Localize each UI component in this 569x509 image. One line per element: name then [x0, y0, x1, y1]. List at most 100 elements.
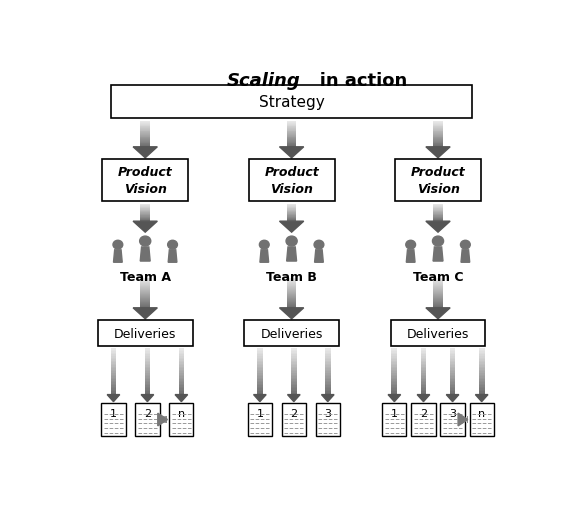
Bar	[391, 352, 397, 353]
Bar	[287, 303, 296, 304]
Bar	[382, 403, 406, 436]
Bar	[287, 126, 296, 127]
Bar	[287, 134, 296, 135]
Bar	[420, 378, 426, 379]
Bar	[141, 281, 150, 282]
Bar	[391, 364, 397, 365]
Bar	[287, 122, 296, 123]
Bar	[479, 390, 485, 392]
Bar	[420, 372, 426, 373]
Bar	[248, 403, 272, 436]
Bar	[135, 403, 159, 436]
Bar	[257, 387, 263, 389]
Bar	[391, 373, 397, 375]
Bar	[179, 392, 184, 393]
Bar	[433, 138, 443, 139]
Bar	[179, 370, 184, 372]
Bar	[420, 353, 426, 355]
Bar	[291, 349, 296, 350]
Bar	[450, 375, 455, 376]
Bar	[433, 281, 443, 282]
Bar	[179, 372, 184, 373]
Bar	[110, 376, 116, 378]
Bar	[101, 403, 126, 436]
Bar	[141, 214, 150, 215]
Bar	[287, 301, 296, 302]
Bar	[179, 379, 184, 381]
Bar	[287, 283, 296, 284]
Bar	[179, 355, 184, 356]
Bar	[145, 389, 150, 390]
Bar	[291, 356, 296, 358]
Bar	[141, 123, 150, 124]
Bar	[316, 403, 340, 436]
Bar	[110, 361, 116, 362]
Bar	[287, 294, 296, 295]
Bar	[433, 279, 443, 280]
Bar	[433, 129, 443, 130]
Bar	[145, 350, 150, 352]
Bar	[420, 379, 426, 381]
Bar	[287, 211, 296, 212]
Bar	[433, 131, 443, 132]
Bar	[391, 392, 397, 393]
Text: 3: 3	[324, 408, 331, 418]
Bar	[110, 393, 116, 395]
Bar	[391, 350, 397, 352]
Bar	[479, 389, 485, 390]
Bar	[420, 393, 426, 395]
Bar	[450, 372, 455, 373]
Bar	[479, 355, 485, 356]
Bar	[433, 283, 443, 284]
Bar	[282, 403, 306, 436]
Bar	[110, 385, 116, 387]
Bar	[325, 369, 331, 370]
Bar	[287, 287, 296, 288]
Bar	[287, 298, 296, 299]
Bar	[287, 282, 296, 283]
Bar	[325, 373, 331, 375]
Bar	[433, 123, 443, 124]
Bar	[141, 299, 150, 300]
Bar	[141, 215, 150, 216]
Bar	[287, 216, 296, 217]
Bar	[479, 372, 485, 373]
Bar	[110, 365, 116, 367]
Bar	[110, 389, 116, 390]
Bar	[420, 373, 426, 375]
Text: Scaling: Scaling	[226, 72, 300, 90]
Bar	[257, 359, 263, 361]
Bar	[257, 372, 263, 373]
Bar	[179, 364, 184, 365]
Bar	[179, 385, 184, 387]
Bar	[325, 378, 331, 379]
Polygon shape	[287, 247, 296, 262]
Bar	[141, 301, 150, 302]
Bar	[479, 370, 485, 372]
Bar	[420, 350, 426, 352]
Bar	[420, 349, 426, 350]
Bar	[420, 376, 426, 378]
Text: 2: 2	[144, 408, 151, 418]
Bar	[391, 384, 397, 385]
Bar	[287, 214, 296, 215]
Bar	[141, 147, 150, 148]
Bar	[391, 356, 397, 358]
Bar	[287, 129, 296, 130]
Bar	[450, 369, 455, 370]
Text: Deliveries: Deliveries	[261, 327, 323, 340]
Bar	[257, 375, 263, 376]
Bar	[287, 220, 296, 221]
Bar	[433, 288, 443, 289]
Bar	[420, 362, 426, 364]
Bar	[110, 370, 116, 372]
Bar	[450, 390, 455, 392]
Bar	[287, 307, 296, 308]
Bar	[325, 358, 331, 359]
Bar	[287, 212, 296, 213]
Bar	[433, 144, 443, 145]
Bar	[141, 132, 150, 133]
Bar	[479, 359, 485, 361]
Bar	[420, 390, 426, 392]
Bar	[287, 306, 296, 307]
